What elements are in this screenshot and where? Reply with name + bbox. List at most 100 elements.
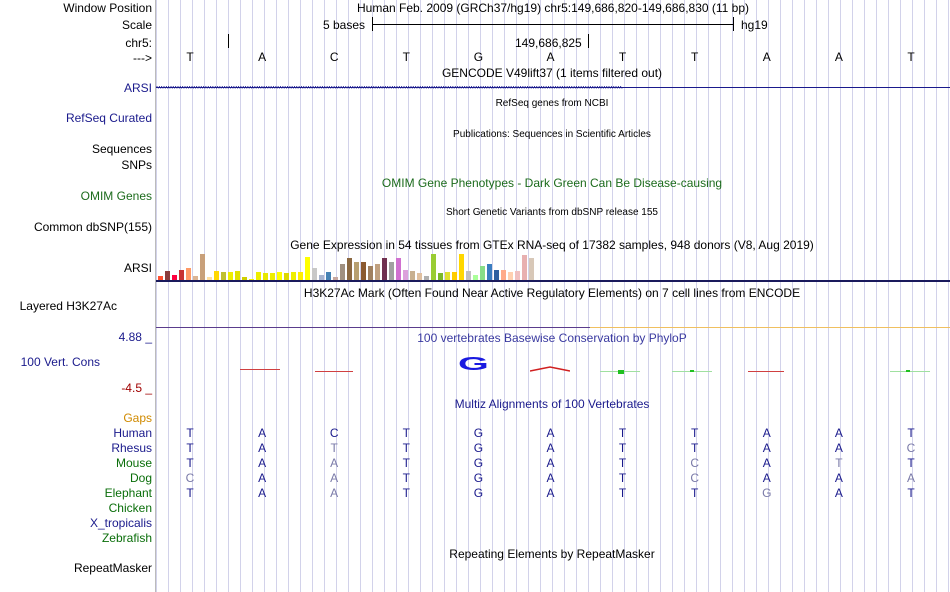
gtex-tissue-bar[interactable] — [326, 272, 331, 280]
gtex-tissue-bar[interactable] — [459, 254, 464, 280]
omim-track-label[interactable]: OMIM Genes — [80, 189, 152, 203]
gtex-tissue-bar[interactable] — [284, 273, 289, 280]
alignment-base: C — [906, 441, 916, 455]
dbsnp-track-label[interactable]: Common dbSNP(155) — [33, 220, 152, 234]
gtex-tissue-bar[interactable] — [305, 257, 310, 280]
gridline — [156, 0, 157, 592]
gtex-tissue-bar[interactable] — [193, 276, 198, 280]
gtex-tissue-bar[interactable] — [347, 258, 352, 280]
gtex-tissue-bar[interactable] — [466, 271, 471, 280]
gtex-tissue-bar[interactable] — [487, 264, 492, 280]
gtex-tissue-bar[interactable] — [340, 264, 345, 280]
species-label[interactable]: Human — [113, 426, 152, 440]
gtex-tissue-bar[interactable] — [375, 264, 380, 280]
gtex-tissue-bar[interactable] — [319, 275, 324, 280]
gtex-tissue-bar[interactable] — [494, 270, 499, 280]
gtex-tissue-bar[interactable] — [445, 272, 450, 280]
gtex-tissue-bar[interactable] — [424, 276, 429, 280]
gtex-tissue-bar[interactable] — [298, 272, 303, 280]
gridline — [360, 0, 361, 592]
gtex-tissue-bar[interactable] — [522, 255, 527, 280]
dbsnp-track-title[interactable]: Short Genetic Variants from dbSNP releas… — [446, 207, 658, 218]
gtex-tissue-bar[interactable] — [529, 258, 534, 280]
alignment-base: T — [691, 441, 699, 455]
gtex-tissue-bar[interactable] — [312, 268, 317, 280]
gtex-tissue-bar[interactable] — [291, 272, 296, 280]
gtex-tissue-bar[interactable] — [172, 275, 177, 280]
h3k27ac-track-title[interactable]: H3K27Ac Mark (Often Found Near Active Re… — [303, 286, 801, 300]
gtex-tissue-bar[interactable] — [270, 273, 275, 280]
species-label[interactable]: Dog — [129, 471, 152, 485]
species-label[interactable]: Rhesus — [111, 441, 152, 455]
gtex-tissue-bar[interactable] — [186, 268, 191, 280]
alignment-base: T — [402, 486, 410, 500]
gtex-tissue-bar[interactable] — [382, 258, 387, 280]
repeatmasker-track-label[interactable]: RepeatMasker — [73, 561, 152, 575]
refseq-track-title[interactable]: RefSeq genes from NCBI — [495, 98, 609, 109]
gtex-tissue-bar[interactable] — [515, 271, 520, 280]
gtex-tissue-bar[interactable] — [235, 271, 240, 280]
gencode-track-label[interactable]: ARSI — [123, 81, 152, 95]
species-label[interactable]: Chicken — [108, 501, 152, 515]
gtex-tissue-bar[interactable] — [480, 266, 485, 280]
gtex-tissue-bar[interactable] — [389, 262, 394, 280]
gtex-tissue-bar[interactable] — [221, 272, 226, 280]
gtex-tissue-bar[interactable] — [207, 277, 212, 280]
gtex-tissue-bar[interactable] — [249, 279, 254, 280]
gtex-tissue-bar[interactable] — [200, 254, 205, 280]
phylop-track-title[interactable]: 100 vertebrates Basewise Conservation by… — [417, 331, 687, 345]
gtex-tissue-bar[interactable] — [242, 277, 247, 280]
gtex-tissue-bar[interactable] — [501, 270, 506, 280]
alignment-base: A — [330, 456, 339, 470]
gridline — [672, 0, 673, 592]
gencode-gene-feature[interactable]: ‹‹‹‹‹‹‹‹‹‹‹‹‹‹‹‹‹‹‹‹‹‹‹‹‹‹‹‹‹‹‹‹‹‹‹‹‹‹‹‹… — [156, 86, 950, 90]
species-label[interactable]: Elephant — [104, 486, 152, 500]
omim-track-title[interactable]: OMIM Gene Phenotypes - Dark Green Can Be… — [381, 176, 723, 190]
gtex-tissue-bar[interactable] — [228, 272, 233, 280]
gtex-tissue-bar[interactable] — [508, 272, 513, 280]
alignment-base: T — [907, 486, 915, 500]
gridline — [384, 0, 385, 592]
gridline — [864, 0, 865, 592]
gtex-tissue-bar[interactable] — [277, 272, 282, 280]
gtex-tissue-bar[interactable] — [158, 276, 163, 280]
gtex-tissue-bar[interactable] — [165, 271, 170, 280]
gtex-track-label[interactable]: ARSI — [123, 261, 152, 275]
gaps-track-label[interactable]: Gaps — [123, 411, 152, 425]
gtex-tissue-bar[interactable] — [403, 270, 408, 280]
species-label[interactable]: X_tropicalis — [89, 516, 152, 530]
gtex-tissue-bar[interactable] — [396, 258, 401, 280]
multiz-track-title[interactable]: Multiz Alignments of 100 Vertebrates — [454, 397, 650, 411]
alignment-base: G — [473, 426, 484, 440]
gtex-tissue-bar[interactable] — [452, 272, 457, 280]
gtex-expression-chart[interactable] — [156, 250, 536, 280]
gtex-tissue-bar[interactable] — [256, 272, 261, 280]
gtex-tissue-bar[interactable] — [438, 273, 443, 280]
refseq-track-label[interactable]: RefSeq Curated — [65, 111, 152, 125]
gtex-tissue-bar[interactable] — [368, 266, 373, 280]
gridline — [408, 0, 409, 592]
gtex-tissue-bar[interactable] — [417, 273, 422, 280]
species-label[interactable]: Mouse — [115, 456, 152, 470]
species-label[interactable]: Zebrafish — [101, 531, 152, 545]
reference-base: A — [762, 50, 771, 64]
gtex-tissue-bar[interactable] — [333, 277, 338, 280]
publications-track-title[interactable]: Publications: Sequences in Scientific Ar… — [453, 129, 651, 140]
gtex-tissue-bar[interactable] — [354, 262, 359, 280]
gtex-tissue-bar[interactable] — [179, 270, 184, 280]
gtex-tissue-bar[interactable] — [263, 273, 268, 280]
gtex-tissue-bar[interactable] — [410, 271, 415, 280]
snps-track-label[interactable]: SNPs — [121, 158, 152, 172]
gtex-tissue-bar[interactable] — [473, 275, 478, 280]
gtex-tissue-bar[interactable] — [431, 254, 436, 280]
gtex-track-title[interactable]: Gene Expression in 54 tissues from GTEx … — [290, 238, 814, 252]
gtex-tissue-bar[interactable] — [361, 262, 366, 280]
repeatmasker-track-title[interactable]: Repeating Elements by RepeatMasker — [449, 547, 655, 561]
gencode-track-title[interactable]: GENCODE V49lift37 (1 items filtered out) — [441, 66, 663, 80]
track-data-area[interactable] — [156, 0, 950, 592]
alignment-base: G — [473, 456, 484, 470]
h3k27ac-track-label[interactable]: Layered H3K27Ac — [19, 299, 117, 313]
gtex-tissue-bar[interactable] — [214, 271, 219, 280]
sequences-track-label[interactable]: Sequences — [91, 142, 152, 156]
phylop-track-label[interactable]: 100 Vert. Cons — [20, 355, 100, 369]
